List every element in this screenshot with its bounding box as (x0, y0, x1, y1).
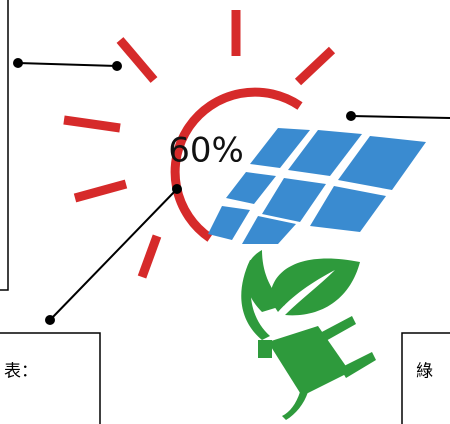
center-label: 60% (168, 131, 244, 171)
connectors (17, 62, 450, 321)
left-box-text: 表： (4, 362, 38, 382)
sun-rays (63, 10, 336, 279)
sun-arc (170, 87, 303, 242)
leaf-plug (241, 250, 376, 420)
top-left-box (0, 0, 9, 291)
bottom-left-box (0, 332, 101, 424)
right-box-text: 綠 (416, 362, 433, 382)
solar-panel (208, 128, 426, 244)
connector-dots (13, 58, 356, 325)
bottom-right-box (401, 332, 450, 424)
